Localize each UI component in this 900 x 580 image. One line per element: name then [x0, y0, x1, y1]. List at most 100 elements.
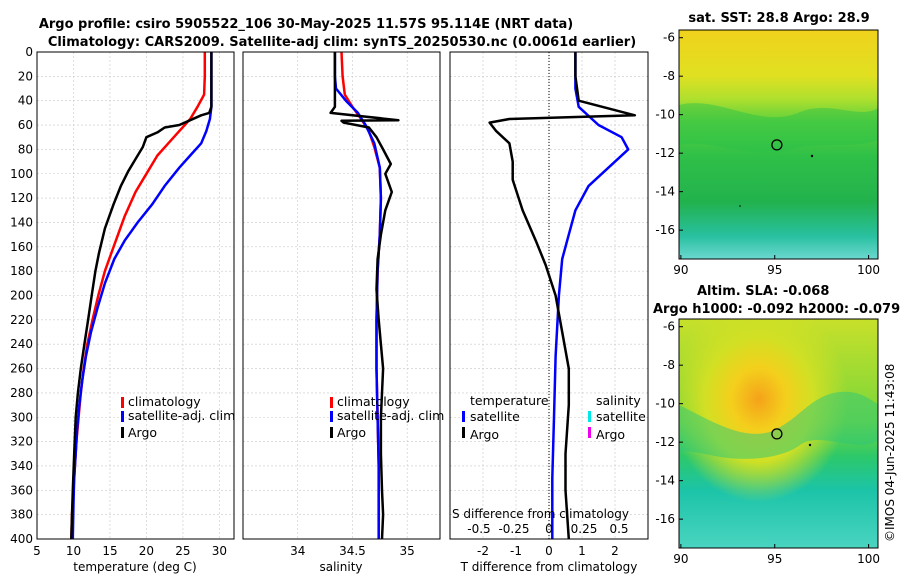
x-tick-label: -2 [477, 544, 489, 558]
argo-position-marker [771, 139, 783, 151]
legend-label-temp-argo: Argo [470, 427, 499, 442]
legend-swatch-climatology [330, 397, 333, 408]
series-line-satellite-adj-clim [71, 52, 213, 540]
x2-tick-label: 0 [545, 522, 553, 536]
legend-swatch-satellite [121, 411, 124, 422]
map-y-tick-label: -8 [663, 358, 675, 372]
sla-trough [679, 391, 878, 459]
sst-map-frame [678, 29, 879, 260]
map-x-tick-label: 100 [857, 552, 880, 566]
y-tick-label: 300 [10, 410, 33, 424]
legend-label-sal-satellite: satellite [596, 409, 646, 424]
legend-title-temperature: temperature [470, 393, 549, 408]
temperature-xlabel: temperature (deg C) [73, 560, 196, 574]
legend-swatch-argo [330, 427, 333, 438]
x-tick-label: 0 [545, 544, 553, 558]
y-tick-label: 260 [10, 362, 33, 376]
map-y-tick-label: -14 [655, 185, 675, 199]
difference-legend: temperature satellite Argo salinity sate… [462, 393, 646, 442]
x-tick-label: 35 [400, 544, 415, 558]
series-line-argo [70, 52, 213, 540]
y-tick-label: 160 [10, 240, 33, 254]
y-tick-label: 40 [18, 94, 33, 108]
x-tick-label: 15 [102, 544, 117, 558]
x-tick-label: 20 [139, 544, 154, 558]
sla-map-title: Altim. SLA: -0.068 [697, 284, 829, 299]
map-y-tick-label: -8 [663, 69, 675, 83]
sst-field [679, 30, 878, 259]
legend-title-salinity: salinity [596, 393, 641, 408]
map-y-tick-label: -10 [655, 397, 675, 411]
y-tick-label: 120 [10, 191, 33, 205]
legend-swatch-sal-satellite [588, 411, 591, 422]
y-tick-label: 180 [10, 264, 33, 278]
sst-speck [739, 205, 741, 207]
x2-tick-label: -0.25 [498, 522, 529, 536]
y-tick-label: 240 [10, 337, 33, 351]
sla-map-frame [678, 318, 879, 549]
difference-axes-frame [449, 51, 649, 540]
sla-map: Altim. SLA: -0.068 Argo h1000: -0.092 h2… [653, 284, 900, 566]
map-y-tick-label: -6 [663, 31, 675, 45]
legend-swatch-sal-argo [588, 427, 591, 438]
x-tick-label: 25 [175, 544, 190, 558]
y-tick-label: 280 [10, 386, 33, 400]
legend-label-argo: Argo [128, 425, 157, 440]
difference-panel: -2 -1 0 1 2 S difference from climatology -0… [449, 51, 649, 574]
map-y-tick-label: -6 [663, 320, 675, 334]
salinity-panel: 34 34.5 35 salinity climatology satellite-… [242, 51, 444, 574]
temperature-legend: climatology satellite-adj. clim Argo [121, 394, 235, 440]
map-y-tick-label: -12 [655, 435, 675, 449]
x2-tick-label: -0.5 [467, 522, 490, 536]
t-difference-label: T difference from climatology [460, 560, 638, 574]
sst-map: sat. SST: 28.8 Argo: 28.9 -6 -8 -10 -12 -14 -… [655, 11, 880, 277]
x-tick-label: 1 [578, 544, 586, 558]
y-tick-label: 20 [18, 69, 33, 83]
argo-position-marker [771, 428, 783, 440]
map-x-tick-label: 90 [673, 552, 688, 566]
legend-swatch-climatology [121, 397, 124, 408]
y-tick-label: 0 [25, 45, 33, 59]
temperature-panel: 0 20 40 60 80 100 120 140 160 180 200 220 240 260 280 3… [10, 45, 235, 574]
legend-label-sal-argo: Argo [596, 427, 625, 442]
x-tick-label: 2 [611, 544, 619, 558]
salinity-axes-frame [242, 51, 441, 540]
legend-swatch-temp-argo [462, 427, 465, 438]
y-tick-label: 200 [10, 289, 33, 303]
series-line-temperature-argo [488, 52, 637, 540]
series-line-argo [329, 52, 400, 540]
legend-label-argo: Argo [337, 425, 366, 440]
y-tick-label: 220 [10, 313, 33, 327]
y-tick-label: 400 [10, 532, 33, 546]
sst-map-title: sat. SST: 28.8 Argo: 28.9 [688, 11, 869, 26]
imos-watermark: ©IMOS 04-Jun-2025 11:43:08 [883, 364, 897, 542]
sla-map-subtitle: Argo h1000: -0.092 h2000: -0.079 [653, 302, 900, 317]
x2-tick-label: 0.5 [609, 522, 628, 536]
sst-warm-front [679, 103, 878, 153]
x-tick-label: 34.5 [339, 544, 366, 558]
legend-label-satellite: satellite-adj. clim [337, 408, 444, 423]
y-tick-label: 60 [18, 118, 33, 132]
x-tick-label: 30 [212, 544, 227, 558]
legend-label-climatology: climatology [337, 394, 410, 409]
map-y-tick-label: -14 [655, 474, 675, 488]
legend-swatch-temp-satellite [462, 411, 465, 422]
y-tick-label: 140 [10, 215, 33, 229]
s-difference-label: S difference from climatology [452, 507, 629, 521]
y-tick-label: 380 [10, 508, 33, 522]
x-tick-label: 10 [66, 544, 81, 558]
y-tick-label: 100 [10, 167, 33, 181]
y-tick-label: 80 [18, 142, 33, 156]
x-tick-label: -1 [510, 544, 522, 558]
map-x-tick-label: 90 [673, 263, 688, 277]
legend-label-satellite: satellite-adj. clim [128, 408, 235, 423]
map-x-tick-label: 95 [767, 263, 782, 277]
legend-label-climatology: climatology [128, 394, 201, 409]
figure-title-line1: Argo profile: csiro 5905522_106 30-May-2… [39, 17, 573, 32]
sla-float-track-dot [808, 443, 812, 447]
temperature-axes-frame [36, 51, 235, 540]
legend-swatch-satellite [330, 411, 333, 422]
map-x-tick-label: 100 [857, 263, 880, 277]
y-tick-label: 320 [10, 435, 33, 449]
